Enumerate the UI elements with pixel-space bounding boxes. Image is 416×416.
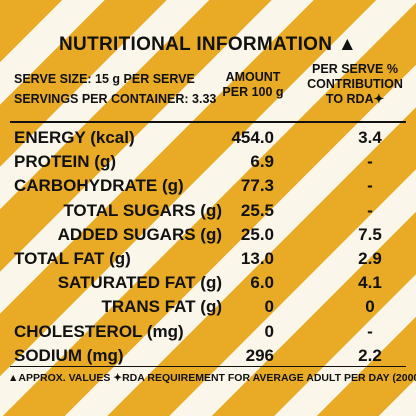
rda: - — [367, 152, 373, 172]
nutrient-row: ADDED SUGARS (g) 25.0 7.5 — [0, 225, 416, 249]
nutrient-row: ENERGY (kcal) 454.0 3.4 — [0, 128, 416, 152]
nutrient-name: TOTAL FAT (g) — [14, 249, 131, 268]
nutrient-row: TOTAL SUGARS (g) 25.5 - — [0, 201, 416, 225]
nutrient-name: TRANS FAT (g) — [101, 297, 222, 317]
rda: 0 — [365, 297, 375, 317]
rda: 2.2 — [358, 345, 382, 365]
nutrient-row: PROTEIN (g) 6.9 - — [0, 152, 416, 176]
nutrient-row: TOTAL FAT (g) 13.0 2.9 — [0, 249, 416, 273]
footnote: ▲APPROX. VALUES ✦RDA REQUIREMENT FOR AVE… — [8, 372, 416, 384]
amount: 6.0 — [250, 273, 274, 293]
nutrient-name: CHOLESTEROL (mg) — [14, 321, 184, 341]
amount: 296 — [245, 345, 274, 365]
nutrient-row: CHOLESTEROL (mg) 0 - — [0, 322, 416, 346]
amount: 6.9 — [250, 152, 274, 172]
divider — [10, 366, 406, 367]
rda: 4.1 — [358, 273, 382, 293]
nutrient-row: TRANS FAT (g) 0 0 — [0, 297, 416, 321]
amount: 13.0 — [240, 249, 274, 268]
amount-header: AMOUNT PER 100 g — [222, 70, 284, 99]
nutrient-name: SODIUM (mg) — [14, 345, 124, 365]
nutrient-name: CARBOHYDRATE (g) — [14, 176, 184, 196]
rda: - — [367, 176, 373, 196]
title: NUTRITIONAL INFORMATION ▲ — [59, 34, 357, 55]
rda: - — [367, 200, 373, 220]
rda-header: PER SERVE % CONTRIBUTION TO RDA✦ — [307, 62, 403, 106]
nutrient-row: SATURATED FAT (g) 6.0 4.1 — [0, 273, 416, 297]
rda: 3.4 — [358, 128, 382, 147]
amount: 0 — [264, 321, 274, 341]
amount: 25.0 — [240, 224, 274, 244]
nutrient-row: SODIUM (mg) 296 2.2 — [0, 346, 416, 370]
nutrient-name: ENERGY (kcal) — [14, 128, 135, 147]
rda: 7.5 — [358, 224, 382, 244]
rda: - — [367, 321, 373, 341]
nutrient-name: PROTEIN (g) — [14, 152, 116, 172]
nutrient-name: ADDED SUGARS (g) — [57, 224, 222, 244]
nutrient-name: SATURATED FAT (g) — [57, 273, 222, 293]
nutrient-row: CARBOHYDRATE (g) 77.3 - — [0, 176, 416, 200]
serve-size: SERVE SIZE: 15 g PER SERVE — [14, 72, 195, 86]
amount: 454.0 — [231, 128, 274, 147]
amount: 0 — [264, 297, 274, 317]
amount: 77.3 — [240, 176, 274, 196]
servings: SERVINGS PER CONTAINER: 3.33 — [14, 92, 217, 106]
divider — [10, 121, 406, 123]
rda: 2.9 — [358, 249, 382, 268]
amount: 25.5 — [240, 200, 274, 220]
nutrient-name: TOTAL SUGARS (g) — [63, 200, 222, 220]
